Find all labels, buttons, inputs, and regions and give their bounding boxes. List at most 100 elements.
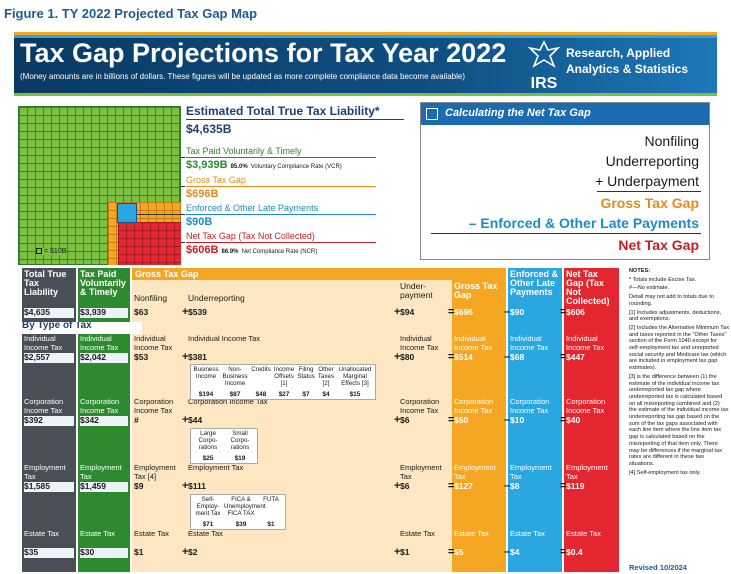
calc-rule <box>431 233 701 234</box>
grid-legend-text: = $10B <box>44 248 67 255</box>
ntg-value: $606B <box>186 244 219 256</box>
row-label-eolp: Estate Tax <box>510 530 545 538</box>
operator-sign: = <box>448 351 455 363</box>
sub-item-value: $27 <box>278 391 290 398</box>
cell-value-nonfiling: $9 <box>134 482 144 491</box>
row-label-underreporting: Employment Tax <box>188 464 244 472</box>
total-value-eolp: $90 <box>510 308 525 317</box>
grid-unit-square-icon <box>36 248 42 255</box>
liability-grid <box>18 106 181 265</box>
leader-line <box>181 242 185 243</box>
row-label-nonfiling: Employment Tax [4] <box>134 464 176 481</box>
row-label-eolp: Individual Income Tax <box>510 335 549 352</box>
banner-stripe-blue <box>14 35 717 38</box>
sub-item-value: $48 <box>255 391 267 398</box>
eolp-label: Enforced & Other Late Payments <box>186 203 319 213</box>
sub-item-value: $15 <box>349 391 361 398</box>
sub-item-value: $39 <box>235 521 247 528</box>
row-label-eolp: Corporation Income Tax <box>510 398 550 415</box>
cell-value-ettl: $392 <box>24 416 74 426</box>
banner-subtitle: (Money amounts are in billions of dollar… <box>20 72 465 81</box>
sub-item-label: Unallocated Marginal Effects [3] <box>338 366 372 387</box>
operator-sign: = <box>448 480 455 492</box>
calc-title: Calculating the Net Tax Gap <box>445 107 591 119</box>
notes-list: * Totals include Excise Tax. #—No estimat… <box>629 277 729 477</box>
cell-value-tpvt: $2,042 <box>80 353 128 363</box>
total-value-underreporting: $539 <box>188 308 207 317</box>
row-label-tpvt: Individual Income Tax <box>80 335 119 352</box>
operator-sign: = <box>560 306 567 318</box>
row-label-underreporting: Estate Tax <box>188 530 223 538</box>
row-label-gtg: Corporation Income Tax <box>454 398 494 415</box>
calc-line-underpayment: + Underpayment <box>595 173 699 189</box>
row-label-eolp: Employment Tax <box>510 464 552 481</box>
operator-sign: – <box>504 351 511 363</box>
ncr-label: Net Compliance Rate (NCR) <box>241 249 318 255</box>
sub-item-label: Self-Employ-ment Tax <box>195 496 221 517</box>
row-label-underpayment: Employment Tax <box>400 464 442 481</box>
eagle-icon <box>527 40 561 68</box>
sub-item-label: FICA & Unemployment FICA TAX <box>224 496 266 517</box>
banner-title: Tax Gap Projections for Tax Year 2022 <box>20 38 507 68</box>
column-header-underreporting: Underreporting <box>188 294 245 303</box>
cell-value-nonfiling: $53 <box>134 353 149 362</box>
cell-value-gtg: $5 <box>454 548 464 557</box>
ncr-rate: 86.9% <box>221 249 239 255</box>
sub-breakdown-box <box>190 364 376 400</box>
operator-sign: = <box>448 306 455 318</box>
sub-item-value: $71 <box>202 521 214 528</box>
sub-item-label: Small Corpo-rations <box>230 430 250 451</box>
cell-value-tpvt: $1,459 <box>80 482 128 492</box>
table-column-gtg <box>452 268 506 572</box>
divider <box>186 157 376 158</box>
operator-sign: = <box>448 414 455 426</box>
cell-value-gtg: $514 <box>454 353 473 362</box>
vcr-label: Voluntary Compliance Rate (VCR) <box>250 164 342 170</box>
etl-title: Estimated Total True Tax Liability* <box>186 104 380 118</box>
operator-sign: + <box>182 546 189 558</box>
calc-header: Calculating the Net Tax Gap <box>421 103 709 125</box>
total-value-gtg: $696 <box>454 308 473 317</box>
cell-value-eolp: $68 <box>510 353 525 362</box>
row-label-nonfiling: Estate Tax <box>134 530 169 538</box>
row-label-ntg: Corporation Income Tax <box>566 398 606 415</box>
calc-line-nonfiling: Nonfiling <box>644 133 699 149</box>
cell-value-underpayment: $80 <box>400 353 415 362</box>
figure-title: Figure 1. TY 2022 Projected Tax Gap Map <box>4 6 258 21</box>
row-label-ntg: Employment Tax <box>566 464 608 481</box>
sub-item-value: $19 <box>234 455 246 462</box>
calc-line-enforced: – Enforced & Other Late Payments <box>468 215 699 231</box>
calc-line-gross-gap: Gross Tax Gap <box>600 195 699 211</box>
sub-item-label: FUTA <box>263 496 279 503</box>
divider <box>186 186 376 187</box>
cell-value-underreporting: $2 <box>188 548 198 557</box>
operator-sign: = <box>560 351 567 363</box>
row-label-tpvt: Employment Tax <box>80 464 122 481</box>
operator-sign: – <box>504 306 511 318</box>
note-item: [1] Includes adjustments, deductions, an… <box>629 309 722 323</box>
cell-value-ntg: $447 <box>566 353 585 362</box>
cell-value-ettl: $35 <box>24 548 74 558</box>
operator-sign: = <box>560 414 567 426</box>
etl-value: $4,635B <box>186 122 232 136</box>
sub-item-value: $25 <box>202 455 214 462</box>
tpvt-value: $3,939B <box>186 159 228 171</box>
sub-item-value: $1 <box>267 521 275 528</box>
gtg-value: $696B <box>186 188 219 200</box>
note-item: [2] Includes the Alternative Minimum Tax… <box>629 324 730 372</box>
table-column-ntg <box>564 268 619 572</box>
total-value-nonfiling: $63 <box>134 308 149 317</box>
sub-breakdown-box <box>190 428 258 464</box>
column-header-nonfiling: Nonfiling <box>134 294 168 303</box>
vcr-rate: 85.0% <box>230 164 248 170</box>
cell-value-underpayment: $6 <box>400 482 410 491</box>
total-value-ntg: $606 <box>566 308 585 317</box>
row-label-underpayment: Corporation Income Tax <box>400 398 440 415</box>
cell-value-nonfiling: # <box>134 416 139 425</box>
cell-value-tpvt: $30 <box>80 548 128 558</box>
row-label-tpvt: Estate Tax <box>80 530 115 538</box>
calc-line-underreporting: Underreporting <box>605 153 699 169</box>
cell-value-gtg: $50 <box>454 416 469 425</box>
row-label-ettl: Individual Income Tax <box>24 335 63 352</box>
irs-logo: IRS <box>526 40 562 92</box>
